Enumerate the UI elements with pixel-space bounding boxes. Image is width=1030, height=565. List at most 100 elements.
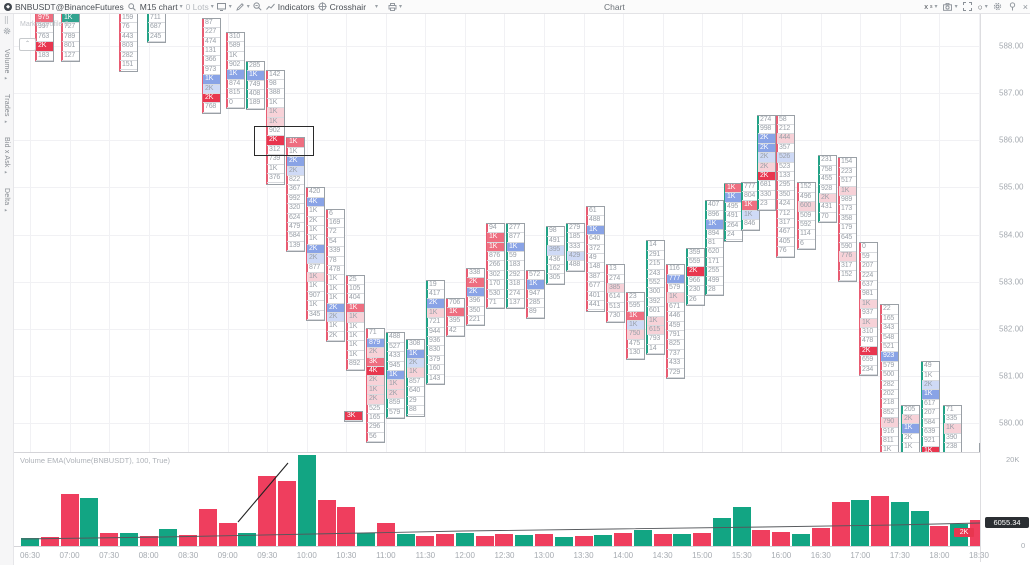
time-label: 17:30 [889,551,910,560]
price-label: 581.00 [999,371,1024,381]
print-button[interactable]: ▾ [387,2,402,12]
cluster-cell: 590 [839,243,856,253]
cluster-cell: 2K [902,434,919,444]
cluster-cell: 525 [367,405,384,415]
cluster-cell: 552 [647,279,664,289]
volume-bar [772,532,791,546]
cluster-cell: 637 [860,281,877,291]
cluster-cell: 902 [227,61,244,71]
cluster-cell: 459 [667,322,684,332]
grid-line [109,13,111,452]
cluster-cell: 282 [881,381,898,390]
cluster-cell: 98 [267,80,284,90]
annotation-rectangle[interactable] [254,126,314,156]
sidebar-item-trades[interactable]: Trades ▸ [3,93,10,125]
cluster-cell: 25 [347,276,364,285]
crosshair-button[interactable]: Crosshair [318,2,366,12]
cluster-column: 572 1K 947 285 89 [526,269,545,319]
layout-button[interactable]: ▾ [217,2,232,12]
volume-bar [535,534,554,546]
cluster-cell: 1K [347,303,364,314]
theme-button[interactable]: ○ ▾ [977,1,988,12]
cluster-cell: 264 [725,222,742,232]
cluster-cell: 420 [307,188,324,198]
scale-mode-button[interactable]: x s ▾ [924,2,938,11]
cluster-column: 205 2K 1K 2K 1K [901,404,920,452]
cluster-cell: 388 [267,89,284,99]
cluster-cell: 0 [860,243,877,253]
zoom-in-icon[interactable] [253,2,263,12]
time-label: 13:00 [534,551,555,560]
cluster-cell: 183 [507,261,524,271]
cluster-cell: 1K [287,148,304,158]
timeframe-selector[interactable]: M15 chart ▾ [139,1,183,12]
volume-bar [139,536,158,546]
grid-handle-icon[interactable]: ⣿ [3,17,10,24]
cluster-cell: 71 [487,299,504,309]
cluster-cell: 2K [327,332,344,342]
app-logo-icon[interactable]: ◆ [4,2,12,11]
cluster-cell: 488 [587,216,604,226]
screenshot-button[interactable]: ▾ [943,2,958,12]
cluster-cell: 357 [777,144,794,154]
cluster-cell: 721 [427,318,444,328]
volume-pane[interactable]: Volume EMA(Volume(BNBUSDT), 100, True) [13,452,980,546]
price-axis[interactable]: 588.00 587.00 586.00 585.00 584.00 583.00 582.… [980,13,1030,562]
cluster-cell: 401 [587,292,604,301]
gear-icon[interactable] [993,2,1003,12]
cluster-cell: 777 [667,274,684,284]
sidebar-item-volume[interactable]: Volume ▸ [3,49,10,82]
cluster-cell: 320 [287,204,304,214]
cluster-cell: 1K [507,242,524,252]
grid-line [227,13,229,452]
cluster-cell: 791 [667,331,684,341]
volume-bar [475,536,494,546]
cluster-column: 3K [344,411,363,423]
cluster-cell: 255 [706,267,723,277]
sidebar-item-bid-x-ask[interactable]: Bid x Ask ▸ [3,136,10,176]
collapse-panel-button[interactable]: ⌃ [19,38,36,51]
symbol-selector[interactable]: BNBUSDT@BinanceFutures [15,1,124,12]
annotation-arrow[interactable] [253,148,773,162]
cluster-cell: 671 [667,303,684,313]
cluster-cell: 706 [447,299,464,308]
cluster-cell: 1K [742,210,759,221]
sidebar-item-delta[interactable]: Delta ▸ [3,187,10,214]
price-label: 583.00 [999,277,1024,287]
cluster-cell: 312 [267,146,284,156]
volume-bar [515,535,534,546]
crosshair-icon [318,2,328,12]
cluster-column: 0 59 207 224 637 981 1K 937 1K 310 478 2K 659 234 [859,242,878,377]
cluster-cell: 992 [287,195,304,205]
cluster-column: 71 335 1K 390 238 [943,404,962,452]
cluster-cell: 1K [725,193,742,203]
time-label: 10:00 [296,551,317,560]
fullscreen-icon[interactable] [963,2,973,12]
indicators-button[interactable]: Indicators [266,2,315,12]
lots-selector[interactable]: 0 Lots ▾ [185,1,214,12]
time-label: 11:00 [376,551,396,560]
cluster-cell: 928 [819,185,836,194]
pin-icon[interactable] [1008,2,1018,12]
grid-line [464,13,466,452]
cluster-column: 13 274 385 614 513 730 [606,264,625,323]
cluster-cell: 221 [467,316,484,326]
cluster-cell: 1K [347,313,364,323]
chevron-down-icon[interactable]: ▾ [375,3,379,10]
search-icon[interactable] [127,2,137,12]
cluster-cell: 148 [587,263,604,273]
cluster-cell: 1K [407,368,424,378]
cluster-cell: 24 [725,231,742,241]
cluster-cell: 2K [819,193,836,204]
cluster-column: 231 758 455 928 2K 431 70 [818,155,837,224]
time-axis[interactable]: 06:30 07:00 07:30 08:00 08:30 09:00 09:30 10:00… [13,546,989,563]
gear-icon[interactable] [3,27,11,37]
drawing-tools-button[interactable]: ▾ [235,2,250,12]
cluster-column: 359 559 2K 966 230 26 [686,247,705,307]
cluster-cell: 70 [819,213,836,223]
cluster-cell: 1K [267,108,284,118]
cluster-chart-canvas[interactable]: 975 997 763 2K 183 1K 727 789 801 127 159 76 443 803 2… [13,13,980,452]
close-icon[interactable]: × [1022,1,1028,12]
cluster-cell: 966 [687,277,704,287]
time-label: 15:30 [731,551,752,560]
